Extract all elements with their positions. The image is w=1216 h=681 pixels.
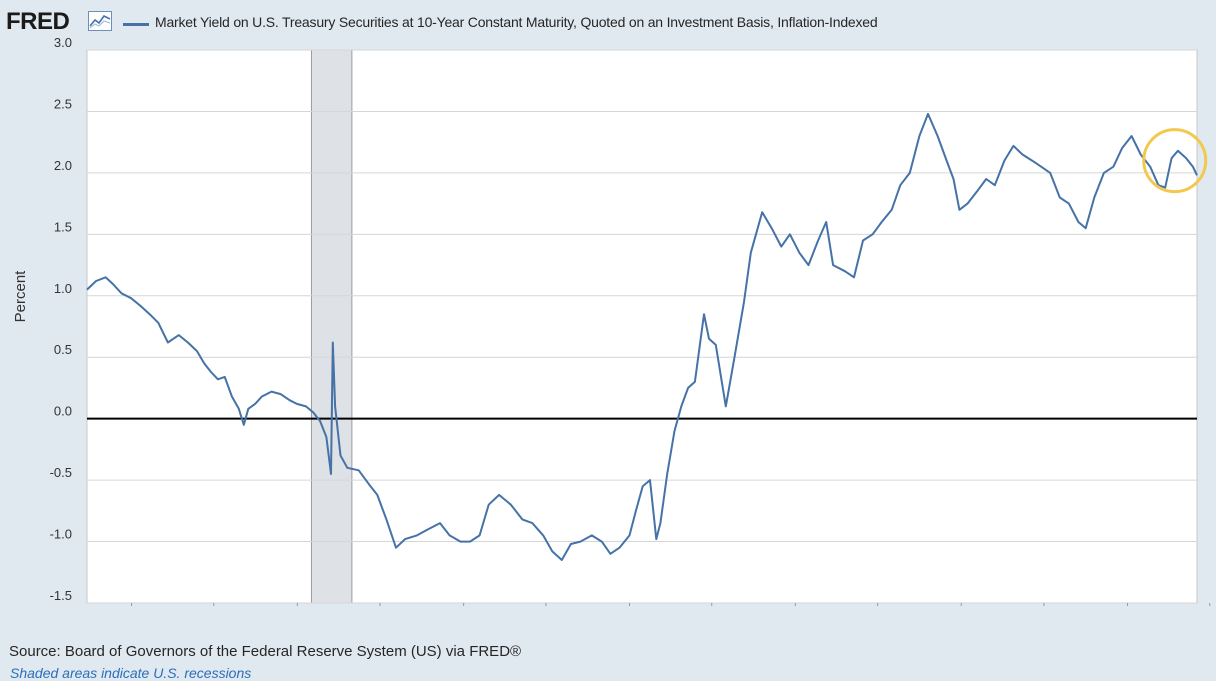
y-tick-label: -1.5 [50,588,72,603]
series-line [86,112,1198,561]
y-tick-label: -1.0 [50,527,72,542]
plot-area [86,49,1198,604]
y-tick-label: 0.5 [54,342,72,357]
chart-line-icon[interactable] [88,11,112,31]
y-tick-label: -0.5 [50,465,72,480]
y-tick-label: 2.5 [54,96,72,111]
recession-note-link[interactable]: Shaded areas indicate U.S. recessions [10,665,252,681]
y-axis-label: Percent [12,270,29,323]
y-tick-label: 0.0 [54,404,72,419]
series-title[interactable]: Market Yield on U.S. Treasury Securities… [155,14,878,30]
chart-header: FRED Market Yield on U.S. Treasury Secur… [6,6,1206,36]
line-chart: 3.02.52.01.51.00.50.0-0.5-1.0-1.5 2019-0… [12,36,1211,606]
y-tick-label: 2.0 [54,158,72,173]
legend-swatch [123,23,149,26]
fred-logo[interactable]: FRED [6,8,70,35]
source-note: Source: Board of Governors of the Federa… [9,643,522,660]
recession-band [311,50,352,603]
highlight-circle [1142,128,1208,194]
y-tick-label: 3.0 [54,36,72,50]
y-tick-label: 1.0 [54,281,72,296]
y-tick-label: 1.5 [54,219,72,234]
